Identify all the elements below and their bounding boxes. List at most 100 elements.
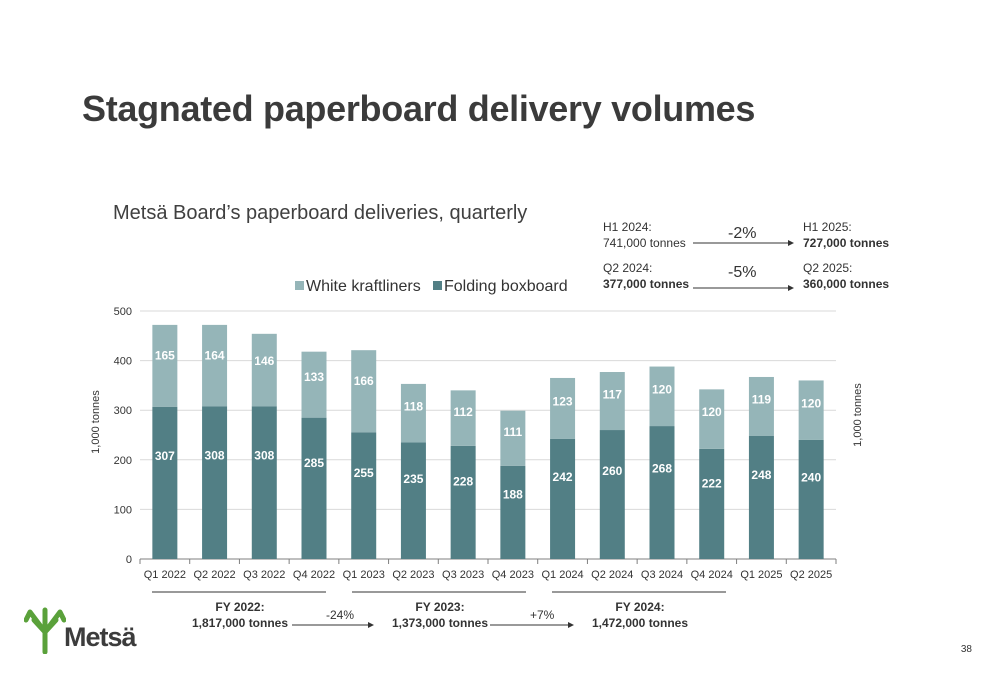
data-label-folding-boxboard-3: 285: [304, 456, 324, 470]
metsa-logo: Metsä: [24, 606, 144, 656]
data-label-folding-boxboard-9: 260: [602, 464, 622, 478]
bar-folding-boxboard-3: [301, 417, 327, 559]
bar-white-kraftliners-0: [152, 324, 178, 407]
chart-legend: White kraftliners Folding boxboard: [295, 278, 568, 295]
bar-white-kraftliners-5: [400, 383, 426, 443]
chart-title: Metsä Board’s paperboard deliveries, qua…: [113, 202, 528, 224]
h1-2024-value: 741,000 tonnes: [603, 236, 686, 250]
q2-2025-comparison: Q2 2025: 360,000 tonnes: [803, 260, 889, 292]
y-tick-label: 300: [114, 405, 132, 417]
x-tick-label: Q1 2023: [343, 569, 385, 581]
q2-change: -5%: [728, 264, 757, 281]
data-label-folding-boxboard-11: 222: [702, 476, 722, 490]
x-tick-label: Q4 2022: [293, 569, 335, 581]
data-label-folding-boxboard-6: 228: [453, 474, 473, 488]
x-tick-label: Q2 2022: [193, 569, 235, 581]
x-tick-label: Q2 2023: [392, 569, 434, 581]
h1-2024-comparison: H1 2024: 741,000 tonnes: [603, 219, 686, 251]
y-tick-label: 200: [114, 455, 132, 467]
h1-2024-label: H1 2024:: [603, 220, 652, 234]
q2-2024-label: Q2 2024:: [603, 261, 653, 275]
bar-folding-boxboard-2: [251, 406, 277, 559]
y-axis-label-right: 1,000 tonnes: [852, 383, 864, 447]
fy-2022-summary: FY 2022: 1,817,000 tonnes: [180, 599, 300, 631]
bar-white-kraftliners-8: [550, 377, 576, 439]
legend-swatch-folding-boxboard: [433, 281, 442, 290]
data-label-white-kraftliners-11: 120: [702, 405, 722, 419]
page-title: Stagnated paperboard delivery volumes: [82, 88, 756, 129]
x-tick-label: Q4 2024: [691, 569, 733, 581]
bar-white-kraftliners-1: [202, 324, 228, 407]
fy-2024-label: FY 2024:: [615, 600, 665, 614]
x-tick-label: Q2 2025: [790, 569, 832, 581]
bar-folding-boxboard-0: [152, 406, 178, 559]
data-label-folding-boxboard-8: 242: [553, 470, 573, 484]
bar-white-kraftliners-9: [599, 372, 625, 431]
fy-2023-change: -24%: [326, 608, 355, 622]
fy-2023-label: FY 2023:: [415, 600, 465, 614]
data-label-folding-boxboard-4: 255: [354, 466, 374, 480]
bar-folding-boxboard-1: [202, 406, 228, 559]
data-label-white-kraftliners-10: 120: [652, 382, 672, 396]
bar-white-kraftliners-4: [351, 350, 377, 433]
bar-folding-boxboard-5: [400, 442, 426, 559]
data-label-white-kraftliners-0: 165: [155, 349, 175, 363]
x-tick-label: Q1 2025: [740, 569, 782, 581]
data-label-white-kraftliners-7: 111: [504, 425, 523, 439]
bar-white-kraftliners-2: [251, 333, 277, 407]
bar-folding-boxboard-13: [798, 439, 824, 559]
bar-white-kraftliners-10: [649, 366, 675, 427]
x-tick-label: Q3 2023: [442, 569, 484, 581]
bar-white-kraftliners-12: [748, 376, 774, 436]
h1-2025-comparison: H1 2025: 727,000 tonnes: [803, 219, 889, 251]
bar-folding-boxboard-7: [500, 465, 526, 559]
data-label-white-kraftliners-9: 117: [603, 387, 623, 401]
data-label-white-kraftliners-13: 120: [801, 396, 821, 410]
fy-2023-value: 1,373,000 tonnes: [391, 616, 489, 630]
h1-change: -2%: [728, 225, 757, 242]
data-label-white-kraftliners-12: 119: [752, 393, 772, 407]
bar-white-kraftliners-3: [301, 351, 327, 418]
logo-text: Metsä: [64, 622, 137, 652]
x-tick-label: Q3 2024: [641, 569, 683, 581]
bar-folding-boxboard-12: [748, 435, 774, 559]
fy-2023-summary: FY 2023: 1,373,000 tonnes: [380, 599, 500, 631]
data-label-white-kraftliners-2: 146: [254, 354, 274, 368]
page-number: 38: [960, 644, 972, 655]
bar-white-kraftliners-11: [699, 389, 725, 449]
fy-2022-value: 1,817,000 tonnes: [191, 616, 289, 630]
y-axis-label-left: 1,000 tonnes: [90, 390, 102, 454]
fy-2022-label: FY 2022:: [215, 600, 265, 614]
data-label-folding-boxboard-10: 268: [652, 462, 672, 476]
data-label-white-kraftliners-8: 123: [553, 394, 573, 408]
data-label-white-kraftliners-6: 112: [453, 405, 473, 419]
legend-label-folding-boxboard: Folding boxboard: [444, 278, 568, 295]
fy-2024-value: 1,472,000 tonnes: [591, 616, 689, 630]
data-label-folding-boxboard-5: 235: [403, 472, 423, 486]
data-label-folding-boxboard-0: 307: [155, 449, 175, 463]
data-label-white-kraftliners-1: 164: [205, 348, 225, 362]
y-tick-label: 400: [114, 356, 132, 368]
tree-icon: [24, 607, 66, 654]
q2-2024-comparison: Q2 2024: 377,000 tonnes: [603, 260, 689, 292]
data-label-white-kraftliners-3: 133: [304, 370, 324, 384]
data-label-folding-boxboard-12: 248: [751, 468, 771, 482]
data-label-white-kraftliners-4: 166: [354, 374, 374, 388]
x-tick-label: Q4 2023: [492, 569, 534, 581]
bar-white-kraftliners-6: [450, 390, 476, 446]
h1-2025-label: H1 2025:: [803, 220, 852, 234]
bar-folding-boxboard-10: [649, 426, 675, 559]
bar-folding-boxboard-6: [450, 445, 476, 559]
y-tick-label: 0: [126, 554, 132, 566]
bar-folding-boxboard-9: [599, 430, 625, 559]
legend-swatch-white-kraftliners: [295, 281, 304, 290]
q2-2024-value: 377,000 tonnes: [603, 277, 690, 291]
bar-folding-boxboard-4: [351, 432, 377, 559]
y-tick-label: 100: [114, 504, 132, 516]
data-label-folding-boxboard-7: 188: [503, 487, 523, 501]
fy-2024-change: +7%: [530, 608, 555, 622]
y-tick-label: 500: [114, 306, 132, 318]
data-label-folding-boxboard-13: 240: [801, 471, 821, 485]
data-label-folding-boxboard-2: 308: [254, 449, 274, 463]
